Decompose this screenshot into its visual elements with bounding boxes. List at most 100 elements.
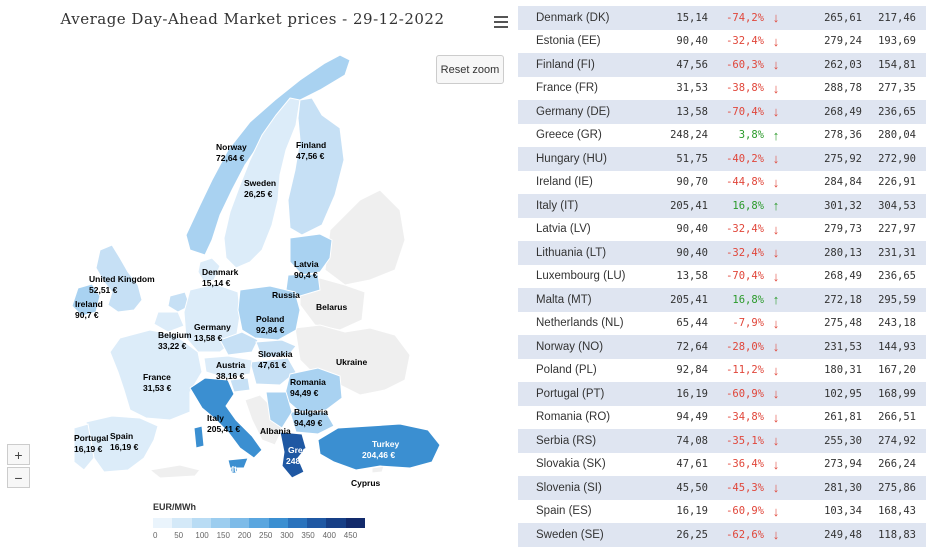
region-slovakia[interactable] — [255, 339, 297, 359]
arrow-up-icon: ↑ — [772, 292, 780, 308]
price-cell: 47,56 — [676, 58, 708, 71]
region-bulgaria[interactable] — [289, 411, 335, 435]
label-austria-value: 38,16 € — [216, 371, 245, 381]
value-cell: 243,18 — [878, 317, 916, 330]
table-row[interactable]: Spain (ES) 16,19 -60,9% ↓ 103,34 168,43 — [518, 499, 926, 523]
legend-swatch — [326, 518, 346, 528]
region-hungary[interactable] — [249, 357, 297, 386]
map-labels: Norway 72,64 € Finland 47,56 € Sweden 26… — [74, 140, 400, 488]
region-serbia[interactable] — [265, 391, 293, 429]
hamburger-menu-icon[interactable] — [494, 16, 508, 28]
legend-swatch — [172, 518, 192, 528]
price-cell: 45,50 — [676, 481, 708, 494]
region-finland[interactable] — [287, 97, 345, 236]
price-cell: 90,40 — [676, 246, 708, 259]
change-percent-cell: -74,2% — [726, 11, 764, 24]
table-row[interactable]: Norway (NO) 72,64 -28,0% ↓ 231,53 144,93 — [518, 335, 926, 359]
label-greece-name: Greece — [288, 445, 317, 455]
arrow-down-icon: ↓ — [772, 33, 780, 49]
value-cell: 273,94 — [824, 458, 862, 471]
table-row[interactable]: Slovenia (SI) 45,50 -45,3% ↓ 281,30 275,86 — [518, 476, 926, 500]
reset-zoom-button[interactable]: Reset zoom — [436, 55, 504, 84]
region-latvia[interactable] — [289, 233, 333, 276]
table-row[interactable]: Finland (FI) 47,56 -60,3% ↓ 262,03 154,81 — [518, 53, 926, 77]
table-row[interactable]: Netherlands (NL) 65,44 -7,9% ↓ 275,48 243,18 — [518, 311, 926, 335]
price-cell: 90,40 — [676, 223, 708, 236]
change-percent-cell: -38,8% — [726, 82, 764, 95]
table-row[interactable]: Greece (GR) 248,24 3,8% ↑ 278,36 280,04 — [518, 123, 926, 147]
value-cell: 103,34 — [824, 505, 862, 518]
legend-tick-label: 350 — [301, 531, 315, 540]
region-malta[interactable] — [230, 466, 238, 474]
table-row[interactable]: Luxembourg (LU) 13,58 -70,4% ↓ 268,49 236,65 — [518, 264, 926, 288]
table-row[interactable]: Lithuania (LT) 90,40 -32,4% ↓ 280,13 231,31 — [518, 241, 926, 265]
arrow-down-icon: ↓ — [772, 362, 780, 378]
region-netherlands[interactable] — [167, 291, 191, 313]
table-row[interactable]: Ireland (IE) 90,70 -44,8% ↓ 284,84 226,91 — [518, 170, 926, 194]
table-row[interactable]: France (FR) 31,53 -38,8% ↓ 288,78 277,35 — [518, 76, 926, 100]
table-row[interactable]: Hungary (HU) 51,75 -40,2% ↓ 275,92 272,90 — [518, 147, 926, 171]
table-row[interactable]: Serbia (RS) 74,08 -35,1% ↓ 255,30 274,92 — [518, 429, 926, 453]
table-row[interactable]: Germany (DE) 13,58 -70,4% ↓ 268,49 236,65 — [518, 100, 926, 124]
table-row[interactable]: Latvia (LV) 90,40 -32,4% ↓ 279,73 227,97 — [518, 217, 926, 241]
price-cell: 47,61 — [676, 458, 708, 471]
value-cell: 167,20 — [878, 364, 916, 377]
country-name-cell: Finland (FI) — [536, 58, 595, 71]
change-percent-cell: -32,4% — [726, 246, 764, 259]
region-sardinia[interactable] — [193, 425, 205, 449]
change-percent-cell: -40,2% — [726, 152, 764, 165]
change-percent-cell: -11,2% — [726, 364, 764, 377]
region-italy[interactable] — [189, 377, 263, 459]
region-norway[interactable] — [185, 54, 351, 256]
region-austria[interactable] — [203, 355, 253, 379]
table-row[interactable]: Malta (MT) 205,41 16,8% ↑ 272,18 295,59 — [518, 288, 926, 312]
label-finland-value: 47,56 € — [296, 151, 325, 161]
region-portugal[interactable] — [73, 423, 95, 471]
table-row[interactable]: Sweden (SE) 26,25 -62,6% ↓ 249,48 118,83 — [518, 523, 926, 547]
region-ireland[interactable] — [71, 283, 101, 317]
value-cell: 227,97 — [878, 223, 916, 236]
region-spain[interactable] — [85, 415, 159, 473]
zoom-in-button[interactable]: + — [7, 444, 30, 465]
region-balkans[interactable] — [244, 394, 283, 446]
table-row[interactable]: Portugal (PT) 16,19 -60,9% ↓ 102,95 168,99 — [518, 382, 926, 406]
region-turkey[interactable] — [317, 423, 441, 471]
region-lithuania[interactable] — [285, 273, 321, 297]
label-denmark-value: 15,14 € — [202, 278, 231, 288]
region-sweden[interactable] — [223, 97, 301, 269]
region-sicily[interactable] — [227, 457, 249, 469]
value-cell: 261,81 — [824, 411, 862, 424]
value-cell: 288,78 — [824, 82, 862, 95]
zoom-out-button[interactable]: − — [7, 467, 30, 488]
region-belgium[interactable] — [153, 311, 185, 333]
region-poland[interactable] — [237, 285, 301, 341]
region-greece[interactable] — [279, 431, 307, 479]
label-france-name: France — [143, 372, 171, 382]
region-denmark[interactable] — [197, 257, 221, 283]
table-row[interactable]: Poland (PL) 92,84 -11,2% ↓ 180,31 167,20 — [518, 358, 926, 382]
label-portugal-name: Portugal — [74, 433, 108, 443]
price-cell: 16,19 — [676, 505, 708, 518]
region-north-africa[interactable] — [148, 464, 201, 479]
table-row[interactable]: Italy (IT) 205,41 16,8% ↑ 301,32 304,53 — [518, 194, 926, 218]
arrow-down-icon: ↓ — [772, 57, 780, 73]
value-cell: 102,95 — [824, 387, 862, 400]
europe-map[interactable]: Norway 72,64 € Finland 47,56 € Sweden 26… — [0, 0, 515, 556]
price-cell: 72,64 — [676, 340, 708, 353]
region-russia[interactable] — [324, 189, 406, 286]
region-czechia[interactable] — [219, 331, 259, 356]
label-sweden-name: Sweden — [244, 178, 276, 188]
table-row[interactable]: Estonia (EE) 90,40 -32,4% ↓ 279,24 193,69 — [518, 29, 926, 53]
region-uk[interactable] — [95, 244, 143, 313]
region-slovenia[interactable] — [229, 377, 251, 393]
table-row[interactable]: Denmark (DK) 15,14 -74,2% ↓ 265,61 217,46 — [518, 6, 926, 30]
region-cyprus[interactable] — [371, 465, 385, 474]
country-name-cell: Italy (IT) — [536, 199, 579, 212]
country-name-cell: Lithuania (LT) — [536, 246, 607, 259]
country-name-cell: Greece (GR) — [536, 129, 602, 142]
change-percent-cell: -60,3% — [726, 58, 764, 71]
map-panel: Norway 72,64 € Finland 47,56 € Sweden 26… — [0, 0, 515, 556]
table-row[interactable]: Slovakia (SK) 47,61 -36,4% ↓ 273,94 266,24 — [518, 452, 926, 476]
region-france[interactable] — [109, 329, 203, 421]
table-row[interactable]: Romania (RO) 94,49 -34,8% ↓ 261,81 266,51 — [518, 405, 926, 429]
